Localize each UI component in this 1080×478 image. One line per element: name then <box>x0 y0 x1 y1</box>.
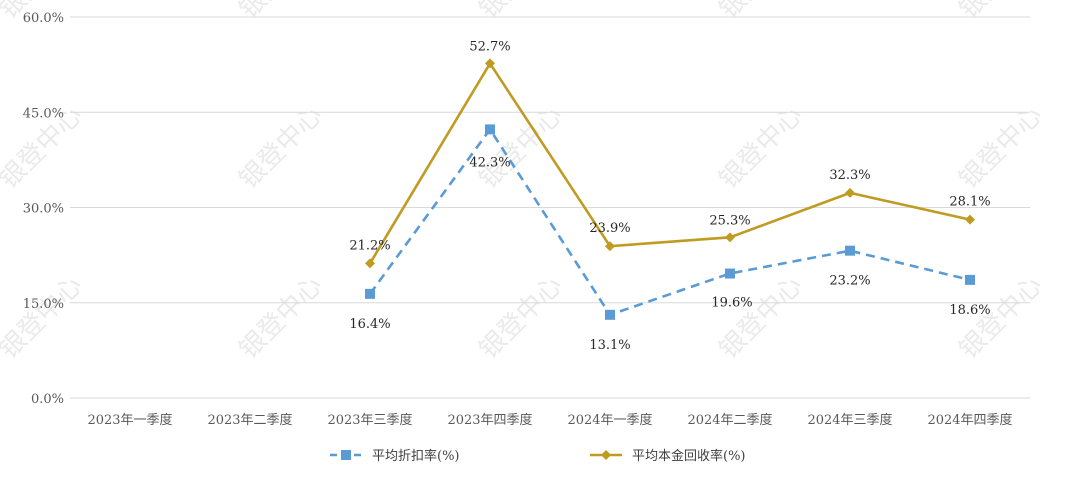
data-point-square <box>725 268 735 279</box>
series-line <box>368 127 971 317</box>
watermark-text: 银登中心 <box>474 0 569 25</box>
watermark-text: 银登中心 <box>714 0 809 25</box>
watermark-text: 银登中心 <box>474 270 569 365</box>
data-point-square <box>845 245 855 256</box>
data-point-square <box>965 274 975 285</box>
watermark-text: 银登中心 <box>234 270 329 365</box>
x-tick-label: 2024年三季度 <box>807 412 892 428</box>
data-label: 25.3% <box>709 213 750 228</box>
legend-label: 平均本金回收率(%) <box>632 448 746 464</box>
y-tick-label: 60.0% <box>23 11 64 26</box>
legend-label: 平均折扣率(%) <box>372 448 460 464</box>
data-labels: 16.4% 42.3% 13.1% 19.6% 23.2% 18.6% 21.2% 52.7%… <box>349 39 990 352</box>
data-point-square <box>365 288 375 299</box>
legend-marker-diamond <box>601 450 611 460</box>
data-point-diamond <box>845 187 855 198</box>
data-label: 21.2% <box>349 238 390 253</box>
x-tick-label: 2023年四季度 <box>447 412 532 428</box>
data-point-diamond <box>605 241 615 252</box>
x-axis-tick-labels: 2023年一季度 2023年二季度 2023年三季度 2023年四季度 2024年一季度… <box>87 412 1012 428</box>
x-tick-label: 2024年二季度 <box>687 412 772 428</box>
y-tick-label: 0.0% <box>31 392 64 407</box>
data-label: 52.7% <box>469 39 510 54</box>
x-tick-label: 2023年一季度 <box>87 412 172 428</box>
series-layer <box>365 58 975 320</box>
x-tick-label: 2023年三季度 <box>327 412 412 428</box>
data-label: 19.6% <box>711 296 752 311</box>
watermark-text: 银登中心 <box>234 0 329 25</box>
data-point-diamond <box>725 232 735 243</box>
data-label: 42.3% <box>469 155 510 170</box>
data-label: 16.4% <box>349 317 390 332</box>
data-label: 23.2% <box>829 274 870 289</box>
legend-marker-square <box>341 450 351 460</box>
watermark-text: 银登中心 <box>0 270 88 365</box>
gridlines <box>70 16 1030 399</box>
data-point-diamond <box>365 258 375 269</box>
x-tick-label: 2024年四季度 <box>927 412 1012 428</box>
data-label: 13.1% <box>589 338 630 353</box>
data-point-diamond <box>965 214 975 225</box>
data-label: 32.3% <box>829 168 870 183</box>
data-point-square <box>605 309 615 320</box>
watermark-text: 银登中心 <box>714 100 809 195</box>
watermark-text: 银登中心 <box>474 100 569 195</box>
data-label: 28.1% <box>949 195 990 210</box>
y-tick-label: 30.0% <box>23 202 64 217</box>
watermark-text: 银登中心 <box>234 100 329 195</box>
y-axis-tick-labels: 0.0% 15.0% 30.0% 45.0% 60.0% <box>23 11 64 407</box>
y-tick-label: 45.0% <box>23 106 64 121</box>
series-line <box>368 60 971 265</box>
watermark-text: 银登中心 <box>714 270 809 365</box>
data-label: 23.9% <box>589 221 630 236</box>
x-tick-label: 2024年一季度 <box>567 412 652 428</box>
data-point-square <box>485 124 495 135</box>
legend: 平均折扣率(%) 平均本金回收率(%) <box>330 448 746 464</box>
data-label: 18.6% <box>949 303 990 318</box>
data-point-diamond <box>485 58 495 69</box>
x-tick-label: 2023年二季度 <box>207 412 292 428</box>
watermark-text: 银登中心 <box>954 0 1049 25</box>
watermark-text: 银登中心 <box>954 100 1049 195</box>
y-tick-label: 15.0% <box>23 297 64 312</box>
